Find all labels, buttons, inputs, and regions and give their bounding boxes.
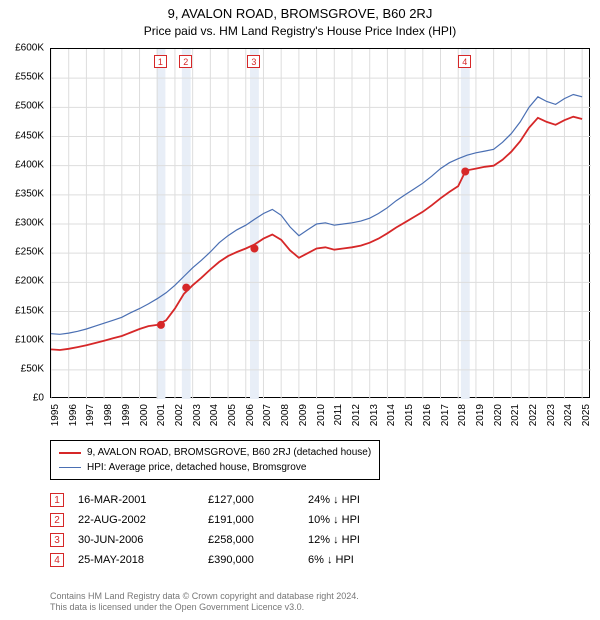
sale-marker-1: 1 [154, 55, 167, 68]
x-tick-label: 2014 [386, 404, 397, 426]
plot-area: 12 3 4 [50, 48, 590, 398]
sale-marker-2: 2 [179, 55, 192, 68]
x-tick-label: 2002 [174, 404, 185, 426]
y-axis: £0£50K£100K£150K£200K£250K£300K£350K£400… [0, 48, 48, 398]
sale-row-price: £127,000 [208, 494, 308, 506]
chart-subtitle: Price paid vs. HM Land Registry's House … [0, 24, 600, 38]
x-tick-label: 2017 [440, 404, 451, 426]
x-tick-label: 2007 [262, 404, 273, 426]
y-tick-label: £450K [15, 130, 44, 141]
sale-row-date: 25-MAY-2018 [78, 554, 208, 566]
y-tick-label: £400K [15, 159, 44, 170]
sale-row: 2 22-AUG-2002£191,00010% ↓ HPI [50, 510, 428, 530]
y-tick-label: £550K [15, 72, 44, 83]
title-block: 9, AVALON ROAD, BROMSGROVE, B60 2RJ Pric… [0, 0, 600, 38]
sale-row-number: 3 [50, 533, 64, 547]
sale-row-price: £258,000 [208, 534, 308, 546]
x-tick-label: 2004 [209, 404, 220, 426]
x-tick-label: 2024 [563, 404, 574, 426]
x-tick-label: 2013 [369, 404, 380, 426]
legend: 9, AVALON ROAD, BROMSGROVE, B60 2RJ (det… [50, 440, 380, 480]
sale-row-diff: 10% ↓ HPI [308, 514, 428, 526]
x-tick-label: 1995 [50, 404, 61, 426]
x-tick-label: 2021 [510, 404, 521, 426]
y-tick-label: £0 [33, 393, 44, 404]
chart-container: 9, AVALON ROAD, BROMSGROVE, B60 2RJ Pric… [0, 0, 600, 620]
sale-row-number: 2 [50, 513, 64, 527]
sale-row-diff: 12% ↓ HPI [308, 534, 428, 546]
legend-label: 9, AVALON ROAD, BROMSGROVE, B60 2RJ (det… [87, 445, 371, 460]
y-tick-label: £150K [15, 305, 44, 316]
y-tick-label: £500K [15, 101, 44, 112]
sale-row-price: £390,000 [208, 554, 308, 566]
x-tick-label: 2019 [475, 404, 486, 426]
x-tick-label: 2008 [280, 404, 291, 426]
y-tick-label: £350K [15, 188, 44, 199]
sale-row-date: 16-MAR-2001 [78, 494, 208, 506]
x-axis: 1995 1996 1997 1998 1999 2000 2001 2002 2003 2004… [50, 400, 590, 440]
x-tick-label: 2015 [404, 404, 415, 426]
chart-title: 9, AVALON ROAD, BROMSGROVE, B60 2RJ [0, 6, 600, 21]
x-tick-label: 2022 [528, 404, 539, 426]
x-tick-label: 1997 [85, 404, 96, 426]
x-tick-label: 2005 [227, 404, 238, 426]
x-tick-label: 2020 [493, 404, 504, 426]
x-tick-label: 2018 [457, 404, 468, 426]
y-tick-label: £200K [15, 276, 44, 287]
sale-row-number: 1 [50, 493, 64, 507]
y-tick-label: £50K [21, 363, 44, 374]
x-tick-label: 2010 [316, 404, 327, 426]
y-tick-label: £300K [15, 218, 44, 229]
y-tick-label: £600K [15, 43, 44, 54]
sale-row: 3 30-JUN-2006£258,00012% ↓ HPI [50, 530, 428, 550]
x-tick-label: 2001 [156, 404, 167, 426]
footer-line-1: Contains HM Land Registry data © Crown c… [50, 591, 359, 603]
sale-row-diff: 6% ↓ HPI [308, 554, 428, 566]
sale-row-price: £191,000 [208, 514, 308, 526]
x-tick-label: 2016 [422, 404, 433, 426]
chart-svg [51, 49, 591, 399]
y-tick-label: £250K [15, 247, 44, 258]
x-tick-label: 2006 [245, 404, 256, 426]
x-tick-label: 2000 [139, 404, 150, 426]
sale-row-number: 4 [50, 553, 64, 567]
sale-row-date: 30-JUN-2006 [78, 534, 208, 546]
x-tick-label: 2011 [333, 404, 344, 426]
x-tick-label: 2012 [351, 404, 362, 426]
sale-row-diff: 24% ↓ HPI [308, 494, 428, 506]
legend-row: HPI: Average price, detached house, Brom… [59, 460, 371, 475]
sale-row: 1 16-MAR-2001£127,00024% ↓ HPI [50, 490, 428, 510]
sale-marker-4: 4 [458, 55, 471, 68]
legend-row: 9, AVALON ROAD, BROMSGROVE, B60 2RJ (det… [59, 445, 371, 460]
x-tick-label: 1999 [121, 404, 132, 426]
legend-swatch [59, 452, 81, 454]
sale-row-date: 22-AUG-2002 [78, 514, 208, 526]
x-tick-label: 1996 [68, 404, 79, 426]
x-tick-label: 2023 [546, 404, 557, 426]
legend-swatch [59, 467, 81, 468]
sale-row: 4 25-MAY-2018£390,0006% ↓ HPI [50, 550, 428, 570]
sales-table: 1 16-MAR-2001£127,00024% ↓ HPI 2 22-AUG-200… [50, 490, 428, 570]
x-tick-label: 1998 [103, 404, 114, 426]
footer-line-2: This data is licensed under the Open Gov… [50, 602, 359, 614]
x-tick-label: 2025 [581, 404, 592, 426]
x-tick-label: 2003 [192, 404, 203, 426]
sale-marker-3: 3 [247, 55, 260, 68]
footer-attribution: Contains HM Land Registry data © Crown c… [50, 591, 359, 614]
legend-label: HPI: Average price, detached house, Brom… [87, 460, 306, 475]
y-tick-label: £100K [15, 334, 44, 345]
x-tick-label: 2009 [298, 404, 309, 426]
